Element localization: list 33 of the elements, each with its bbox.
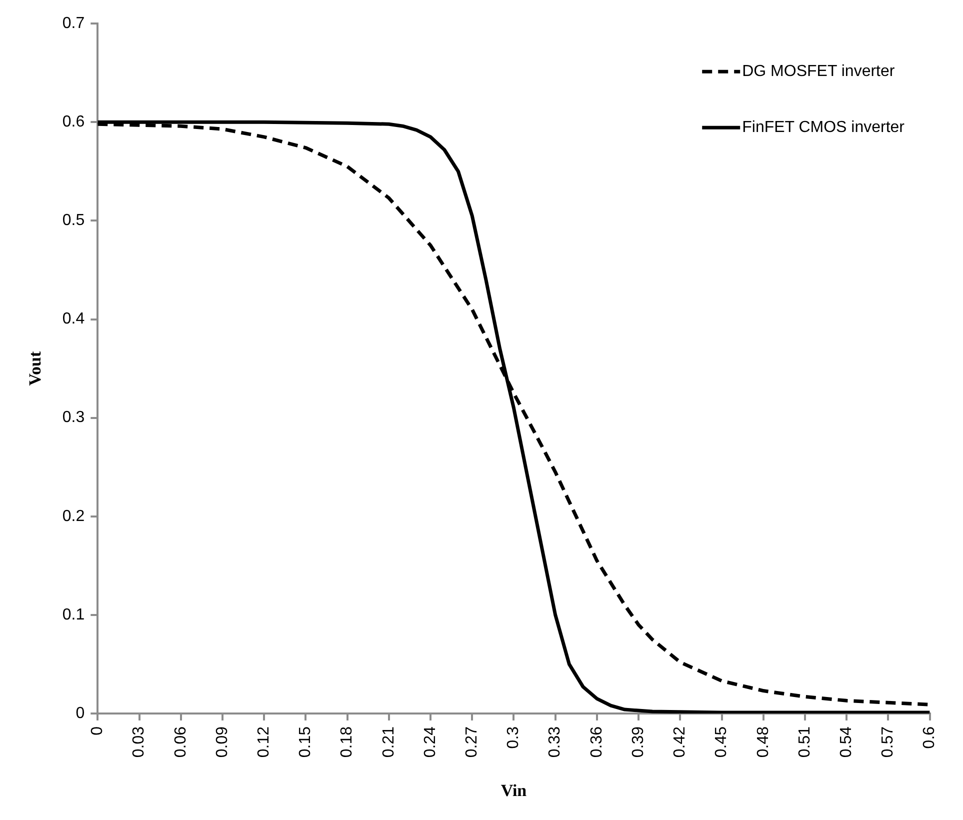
x-tick-label: 0.24	[422, 726, 439, 758]
y-tick-label: 0.3	[62, 409, 85, 426]
x-tick-label: 0.36	[588, 726, 606, 758]
x-tick-label: 0.54	[838, 726, 855, 758]
x-tick-label: 0.57	[880, 726, 897, 758]
x-tick-label: 0	[89, 726, 106, 736]
legend-label: FinFET CMOS inverter	[742, 119, 906, 136]
x-tick-label: 0.33	[546, 726, 564, 758]
x-tick-label: 0.51	[796, 726, 814, 758]
x-tick-label: 0.12	[255, 726, 272, 758]
y-tick-label: 0.1	[62, 606, 85, 624]
x-tick-label: 0.3	[505, 726, 522, 749]
x-tick-label: 0.6	[921, 726, 938, 749]
x-tick-label: 0.21	[380, 726, 398, 758]
x-tick-label: 0.45	[713, 726, 730, 758]
x-tick-label: 0.06	[172, 726, 190, 758]
x-tick-label: 0.03	[130, 726, 148, 758]
y-tick-label: 0.4	[62, 310, 85, 328]
legend-label: DG MOSFET inverter	[742, 63, 896, 80]
y-tick-label: 0.5	[62, 212, 85, 230]
y-tick-label: 0.2	[62, 508, 85, 525]
x-tick-label: 0.18	[338, 726, 356, 758]
x-tick-label: 0.15	[297, 726, 314, 758]
x-tick-label: 0.39	[630, 726, 647, 758]
x-axis-title: Vin	[500, 781, 528, 800]
y-tick-label: 0.7	[62, 15, 85, 32]
y-axis-title: Vout	[26, 351, 45, 386]
x-tick-label: 0.48	[754, 726, 772, 758]
y-tick-label: 0.6	[62, 114, 85, 131]
x-tick-label: 0.09	[214, 726, 231, 758]
x-tick-label: 0.27	[464, 726, 481, 758]
x-tick-label: 0.42	[672, 726, 689, 758]
y-tick-label: 0	[76, 704, 85, 722]
